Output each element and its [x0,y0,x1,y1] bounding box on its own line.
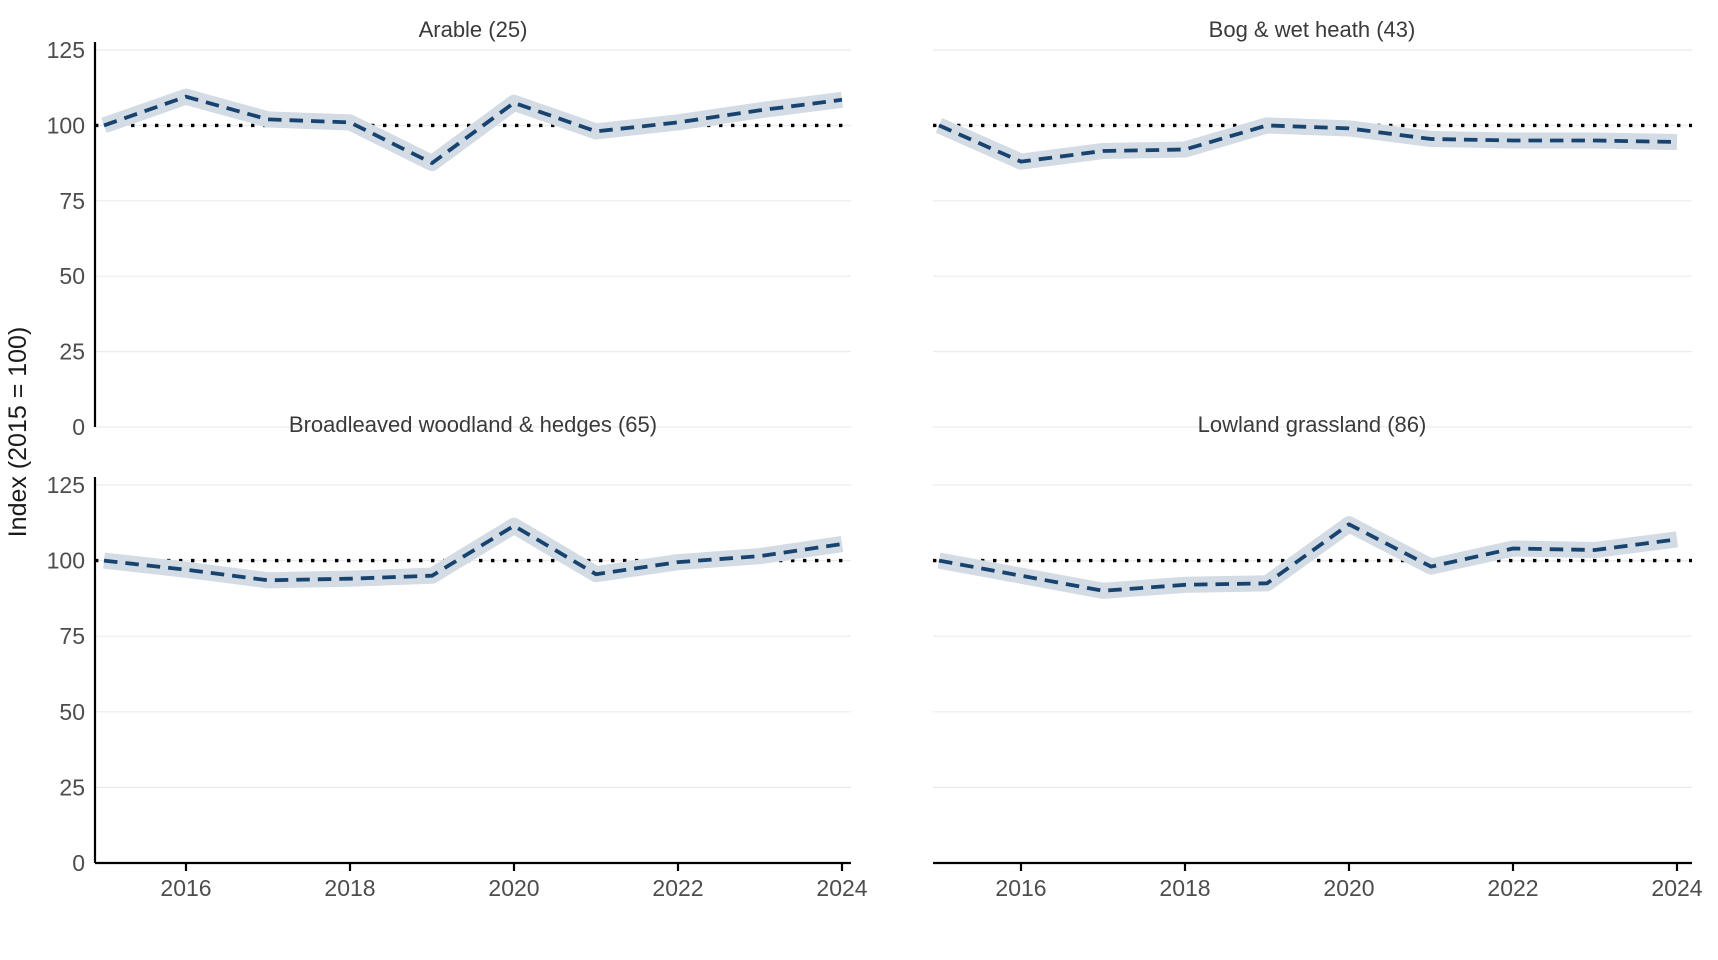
index-line [938,522,1678,593]
index-line [103,94,843,166]
y-tick-label: 25 [59,774,85,800]
x-tick-label: 2016 [995,875,1046,901]
panel-title-broadleaved-woodland: Broadleaved woodland & hedges (65) [289,412,657,437]
y-tick-label: 25 [59,339,85,365]
x-tick-label: 2018 [324,875,375,901]
y-tick-label: 100 [47,112,85,138]
y-axis-label: Index (2015 = 100) [4,327,32,538]
panel-1 [933,49,1692,428]
y-tick-label: 75 [59,188,85,214]
x-tick-label: 2020 [1323,875,1374,901]
x-tick-label: 2024 [1651,875,1702,901]
x-tick-label: 2016 [160,875,211,901]
y-tick-label: 100 [47,548,85,574]
panel-3: 2016 2018 2020 2022 2024 [933,484,1703,901]
y-tick-label: 0 [72,850,85,876]
y-tick-label: 50 [59,699,85,725]
x-tick-label: 2020 [488,875,539,901]
confidence-band [101,88,844,172]
panel-0: 0 25 50 75 100 125 [47,37,851,440]
y-tick-label: 50 [59,263,85,289]
x-tick-label: 2022 [1487,875,1538,901]
x-tick-label: 2022 [652,875,703,901]
index-line [103,523,843,583]
panel-title-lowland-grassland: Lowland grassland (86) [1198,412,1427,437]
y-tick-label: 125 [47,472,85,498]
panel-title-arable: Arable (25) [419,17,528,42]
x-tick-label: 2024 [816,875,867,901]
x-tick-label: 2018 [1159,875,1210,901]
panel-title-bog-wet-heath: Bog & wet heath (43) [1209,17,1416,42]
gridlines [933,49,1692,428]
y-tick-label: 0 [72,414,85,440]
index-line [938,123,1678,164]
y-tick-label: 125 [47,37,85,63]
panel-2: 0 25 50 75 100 125 2016 2018 2020 2022 2024 [47,472,868,901]
y-tick-label: 75 [59,623,85,649]
